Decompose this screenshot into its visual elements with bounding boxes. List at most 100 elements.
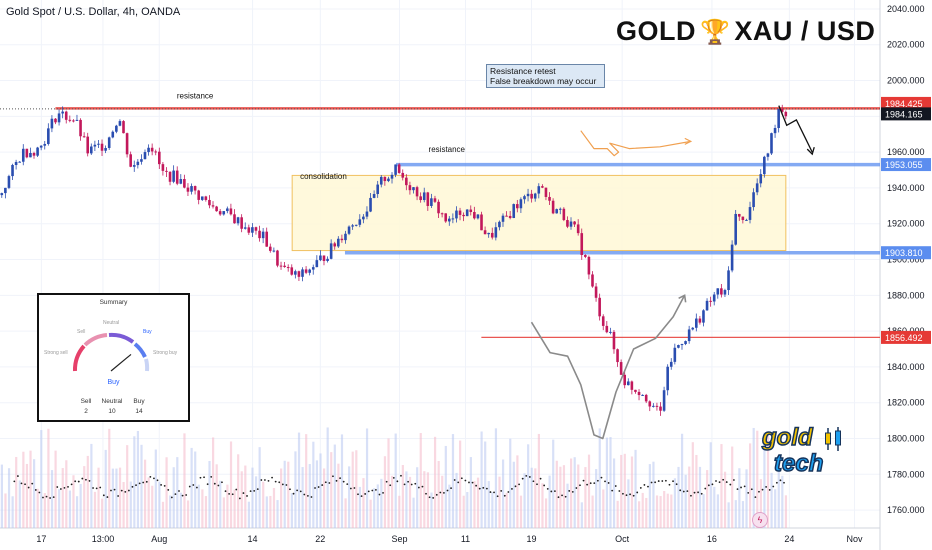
volume-bar [358, 486, 361, 528]
volume-bars [0, 427, 788, 528]
time-axis: 17 13:00 Aug 14 22 Sep 11 19 Oct 16 24 Nov [36, 534, 863, 544]
price-badge-label: 1984.165 [885, 109, 923, 119]
volume-bar [441, 475, 444, 528]
candle-body [333, 243, 337, 247]
brand-title: GOLD 🏆 XAU / USD [616, 16, 875, 47]
candle-body [161, 164, 165, 171]
projection-arrowhead [806, 146, 815, 156]
volume-bar [161, 501, 165, 528]
logo-candles-icon [825, 427, 841, 451]
volume-bar [774, 489, 777, 528]
candle-body [630, 381, 634, 390]
volume-bar [265, 496, 268, 528]
indicator-dot [722, 478, 725, 481]
gauge-label-strong-sell: Strong sell [44, 350, 68, 356]
candle-body [168, 171, 172, 182]
note-line-2: False breakdown may occur [490, 76, 597, 86]
indicator-dot [471, 481, 474, 484]
indicator-dot [715, 480, 717, 482]
volume-bar [43, 493, 46, 528]
indicator-dot [686, 490, 689, 493]
candle-body [516, 204, 519, 209]
orange-arrow-curve [580, 130, 691, 157]
indicator-dot [292, 492, 295, 495]
time-tick-label: 17 [36, 534, 46, 544]
indicator-dot [564, 495, 567, 498]
volume-bar [627, 479, 630, 528]
volume-bar [498, 476, 501, 528]
volume-bar [537, 433, 540, 528]
candle-body [501, 215, 505, 222]
candle-body [236, 217, 240, 224]
candle-body [576, 224, 580, 234]
indicator-dot [389, 484, 392, 487]
volume-bar [75, 496, 79, 528]
indicator-dot [281, 483, 284, 486]
price-badge-bg [881, 330, 931, 344]
indicator-dot [203, 476, 205, 479]
indicator-dot [378, 493, 381, 496]
candle-body [505, 215, 508, 217]
indicator-dot [539, 477, 542, 480]
candle-body [752, 192, 755, 208]
volume-bar [7, 468, 11, 528]
volume-bar [97, 467, 100, 528]
candle-body [32, 152, 36, 156]
volume-bar [416, 467, 419, 528]
candle-body [64, 111, 68, 120]
candle-body [132, 165, 136, 167]
indicator-dot [242, 492, 245, 494]
volume-bar [451, 434, 455, 528]
candle-body [558, 208, 562, 210]
volume-bar [240, 471, 243, 528]
volume-bar [469, 457, 472, 528]
drawn-curves [530, 105, 815, 440]
candle-body [211, 205, 215, 207]
volume-bar [455, 472, 458, 528]
volume-bar [136, 430, 140, 528]
volume-bar [623, 453, 626, 528]
indicator-dot [52, 496, 55, 499]
price-tick-label: 1760.000 [887, 505, 925, 515]
indicator-dot [450, 487, 452, 490]
indicator-dot [432, 497, 435, 499]
indicator-dot [256, 488, 259, 491]
volume-bar [165, 457, 168, 528]
candle-body [82, 136, 86, 138]
candle-body [415, 187, 419, 197]
volume-bar [115, 468, 118, 528]
volume-bar [527, 444, 530, 528]
price-badge-label: 1953.055 [885, 160, 923, 170]
summary-gauge [73, 332, 150, 372]
candle-body [584, 255, 587, 257]
volume-bar [591, 495, 594, 528]
volume-bar [308, 464, 311, 528]
volume-bar [487, 481, 490, 528]
indicator-dot [639, 487, 642, 489]
volume-bar [18, 480, 21, 528]
candle-body [68, 119, 72, 121]
candle-body [626, 381, 630, 386]
volume-bar [0, 464, 3, 528]
candle-body [759, 174, 763, 184]
candle-body [372, 194, 376, 198]
candle-body [322, 255, 326, 261]
indicator-dot [736, 488, 739, 491]
volume-bar [666, 493, 669, 528]
count-neutral-value: 10 [108, 408, 116, 415]
time-tick-label: Nov [846, 534, 863, 544]
candle-body [716, 288, 720, 295]
volume-bar [530, 467, 533, 528]
indicator-dot [20, 482, 23, 485]
candle-body [0, 193, 4, 196]
indicator-dot [170, 496, 173, 499]
volume-bar [609, 437, 612, 528]
candle-body [21, 148, 25, 162]
candle-body [397, 164, 401, 173]
indicator-dot [102, 494, 105, 497]
lightning-icon[interactable]: ϟ [752, 512, 768, 528]
indicator-dot [178, 490, 180, 492]
indicator-dot [160, 484, 163, 486]
